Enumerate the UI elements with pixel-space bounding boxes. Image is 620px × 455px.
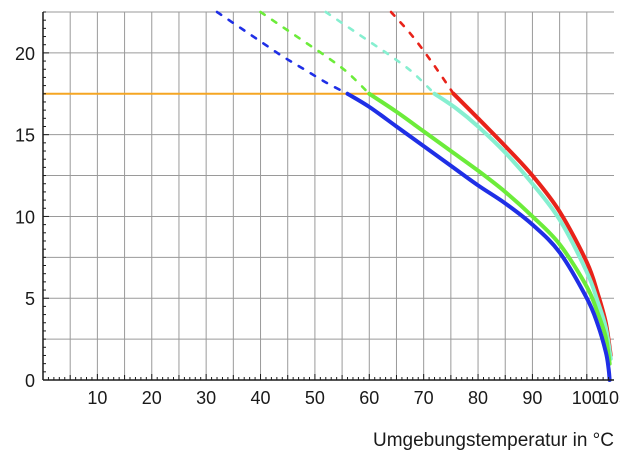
x-tick-label: 80 [468,388,488,408]
y-tick-label: 15 [15,126,35,146]
x-tick-label: 10 [87,388,107,408]
series-4 [215,10,612,382]
x-axis-title: Umgebungstemperatur in °C [373,430,614,451]
y-tick-label: 10 [15,207,35,227]
x-tick-label: 60 [359,388,379,408]
series-line [432,91,613,361]
series-2 [324,10,613,361]
x-tick-label: 100 [572,388,602,408]
series-group [43,10,613,382]
series-dashed-line [215,10,349,96]
x-tick-label: 20 [142,388,162,408]
x-tick-label: 90 [522,388,542,408]
plot-area [43,12,614,380]
x-tick-label: 70 [414,388,434,408]
series-line [345,91,612,382]
y-tick-label: 20 [15,44,35,64]
x-tick-label: 40 [251,388,271,408]
grid [43,11,614,380]
x-tick-label: 30 [196,388,216,408]
series-3 [259,10,612,366]
y-tick-label: 0 [25,371,35,391]
series-dashed-line [389,10,455,96]
x-tick-label: 105 [599,388,620,408]
axes: 10 20 30 40 50 60 70 80 90 100105 0 5 10 15 20 [15,11,620,408]
series-line [367,91,612,366]
x-tick-label: 50 [305,388,325,408]
y-tick-label: 5 [25,289,35,309]
